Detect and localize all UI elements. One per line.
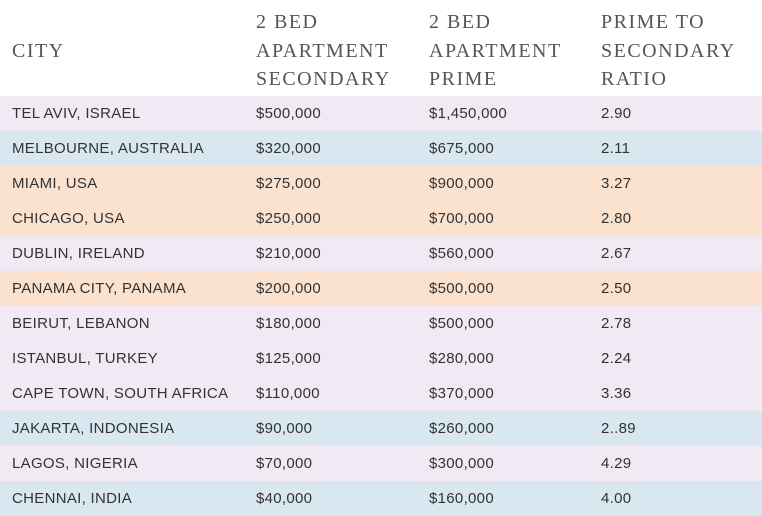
ratio-cell: 2.90	[601, 105, 632, 122]
prime-price-cell: $370,000	[429, 385, 494, 402]
city-cell: CHICAGO, USA	[12, 210, 125, 227]
secondary-price-cell: $125,000	[256, 350, 321, 367]
ratio-cell: 2..89	[601, 420, 636, 437]
header-city: CITY	[12, 37, 65, 66]
secondary-price-cell: $110,000	[256, 385, 320, 402]
header-prime-line-2: APARTMENT	[429, 39, 562, 62]
city-cell: TEL AVIV, ISRAEL	[12, 105, 141, 122]
table-row: DUBLIN, IRELAND $210,000 $560,000 2.67	[0, 236, 762, 271]
table-row: PANAMA CITY, PANAMA $200,000 $500,000 2.50	[0, 271, 762, 306]
header-ratio: PRIME TO SECONDARY RATIO	[601, 8, 736, 94]
city-cell: MELBOURNE, AUSTRALIA	[12, 140, 204, 157]
table-row: CAPE TOWN, SOUTH AFRICA $110,000 $370,000 3…	[0, 376, 762, 411]
city-cell: CAPE TOWN, SOUTH AFRICA	[12, 385, 229, 402]
prime-price-cell: $500,000	[429, 280, 494, 297]
secondary-price-cell: $210,000	[256, 245, 321, 262]
header-secondary-line-1: 2 BED	[256, 11, 319, 33]
table-row: BEIRUT, LEBANON $180,000 $500,000 2.78	[0, 306, 762, 341]
ratio-cell: 4.29	[601, 455, 632, 472]
ratio-cell: 2.11	[601, 140, 631, 157]
city-cell: ISTANBUL, TURKEY	[12, 350, 158, 367]
ratio-cell: 3.36	[601, 385, 632, 402]
header-ratio-line-1: PRIME TO	[601, 11, 706, 33]
prime-price-cell: $260,000	[429, 420, 494, 437]
city-cell: PANAMA CITY, PANAMA	[12, 280, 187, 297]
ratio-cell: 2.67	[601, 245, 632, 262]
table-row: CHENNAI, INDIA $40,000 $160,000 4.00	[0, 481, 762, 516]
secondary-price-cell: $500,000	[256, 105, 321, 122]
ratio-cell: 2.24	[601, 350, 632, 367]
header-secondary-line-3: SECONDARY	[256, 68, 391, 90]
ratio-cell: 3.27	[601, 175, 632, 192]
header-prime-line-1: 2 BED	[429, 11, 492, 33]
prime-price-cell: $675,000	[429, 140, 494, 157]
ratio-cell: 2.50	[601, 280, 632, 297]
table-row: MELBOURNE, AUSTRALIA $320,000 $675,000 2.11	[0, 131, 762, 166]
table-row: ISTANBUL, TURKEY $125,000 $280,000 2.24	[0, 341, 762, 376]
secondary-price-cell: $250,000	[256, 210, 321, 227]
table-header: CITY 2 BED APARTMENT SECONDARY 2 BED APA…	[0, 0, 762, 96]
prime-price-cell: $500,000	[429, 315, 494, 332]
secondary-price-cell: $320,000	[256, 140, 321, 157]
prime-price-cell: $280,000	[429, 350, 494, 367]
table-row: TEL AVIV, ISRAEL $500,000 $1,450,000 2.90	[0, 96, 762, 131]
secondary-price-cell: $70,000	[256, 455, 313, 472]
prime-price-cell: $560,000	[429, 245, 494, 262]
table-row: MIAMI, USA $275,000 $900,000 3.27	[0, 166, 762, 201]
ratio-cell: 2.78	[601, 315, 632, 332]
secondary-price-cell: $180,000	[256, 315, 321, 332]
city-cell: LAGOS, NIGERIA	[12, 455, 138, 472]
header-city-line: CITY	[12, 40, 65, 62]
prime-price-cell: $900,000	[429, 175, 494, 192]
ratio-cell: 2.80	[601, 210, 632, 227]
city-cell: BEIRUT, LEBANON	[12, 315, 150, 332]
table-row: LAGOS, NIGERIA $70,000 $300,000 4.29	[0, 446, 762, 481]
secondary-price-cell: $40,000	[256, 490, 313, 507]
secondary-price-cell: $90,000	[256, 420, 313, 437]
ratio-cell: 4.00	[601, 490, 632, 507]
table-row: CHICAGO, USA $250,000 $700,000 2.80	[0, 201, 762, 236]
header-secondary: 2 BED APARTMENT SECONDARY	[256, 8, 391, 94]
header-prime: 2 BED APARTMENT PRIME	[429, 8, 562, 94]
header-ratio-line-3: RATIO	[601, 68, 668, 90]
table-body: TEL AVIV, ISRAEL $500,000 $1,450,000 2.90 ME…	[0, 96, 762, 516]
city-cell: CHENNAI, INDIA	[12, 490, 133, 507]
prime-price-cell: $160,000	[429, 490, 494, 507]
header-prime-line-3: PRIME	[429, 68, 498, 90]
city-cell: DUBLIN, IRELAND	[12, 245, 145, 262]
city-cell: JAKARTA, INDONESIA	[12, 420, 175, 437]
header-ratio-line-2: SECONDARY	[601, 39, 736, 62]
city-cell: MIAMI, USA	[12, 175, 98, 192]
prime-price-cell: $1,450,000	[429, 105, 508, 122]
prime-price-cell: $300,000	[429, 455, 494, 472]
secondary-price-cell: $200,000	[256, 280, 321, 297]
secondary-price-cell: $275,000	[256, 175, 321, 192]
table-row: JAKARTA, INDONESIA $90,000 $260,000 2..89	[0, 411, 762, 446]
prime-price-cell: $700,000	[429, 210, 494, 227]
header-secondary-line-2: APARTMENT	[256, 39, 389, 62]
